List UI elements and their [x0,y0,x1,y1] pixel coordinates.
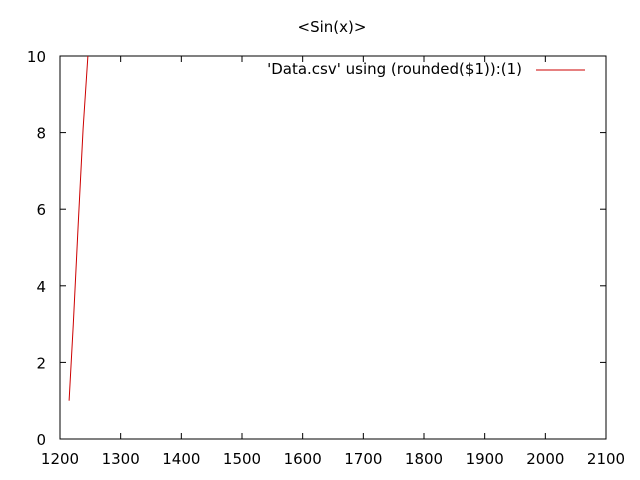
y-tick-label: 0 [36,431,46,449]
x-tick-label: 2100 [587,450,625,468]
x-axis: 1200 1300 1400 1500 1600 1700 1800 1900 2000 2100 [41,56,625,468]
x-tick-label: 1300 [102,450,140,468]
legend: 'Data.csv' using (rounded($1)):(1) [267,60,585,78]
legend-label: 'Data.csv' using (rounded($1)):(1) [267,60,522,78]
x-tick-label: 1200 [41,450,79,468]
x-tick-label: 1400 [162,450,200,468]
y-tick-label: 2 [36,354,46,372]
y-tick-label: 10 [27,48,46,66]
plot-frame [59,55,607,440]
series-layer [68,55,89,401]
x-tick-label: 1900 [466,450,504,468]
y-tick-label: 4 [36,278,46,296]
y-tick-label: 6 [36,201,46,219]
x-tick-label: 1600 [284,450,322,468]
x-tick-label: 1700 [344,450,382,468]
x-tick-label: 2000 [526,450,564,468]
x-tick-label: 1800 [405,450,443,468]
y-tick-label: 8 [36,125,46,143]
x-tick-label: 1500 [223,450,261,468]
chart-title: <Sin(x)> [298,18,367,36]
series-line [68,55,89,401]
y-axis: 0 2 4 6 8 10 [27,48,606,449]
